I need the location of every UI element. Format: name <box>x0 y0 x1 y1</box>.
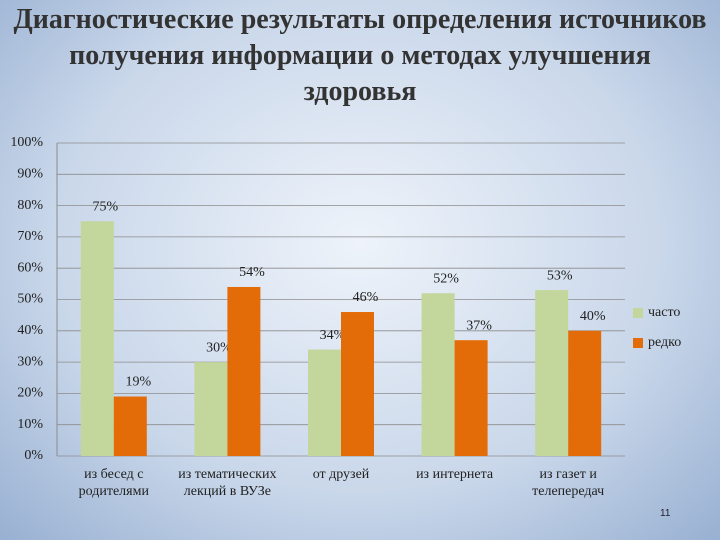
y-tick-label: 10% <box>17 417 43 432</box>
y-tick-label: 80% <box>17 198 43 213</box>
legend-swatch <box>633 338 643 348</box>
x-tick-label: из бесед с родителями <box>78 467 149 499</box>
data-label: 53% <box>547 268 573 283</box>
x-tick-label: из интернета <box>416 467 494 482</box>
y-tick-label: 100% <box>10 135 43 150</box>
data-label: 54% <box>239 265 265 280</box>
bar <box>535 290 569 456</box>
y-tick-label: 50% <box>17 292 43 307</box>
bar <box>227 286 261 456</box>
y-tick-label: 90% <box>17 167 43 182</box>
bar <box>341 312 374 456</box>
data-label: 19% <box>125 375 151 390</box>
data-label: 52% <box>433 271 459 286</box>
data-label: 30% <box>206 340 232 355</box>
y-tick-label: 30% <box>17 354 43 369</box>
bar <box>454 340 488 456</box>
x-tick-label: из газет и телепередач <box>532 467 605 499</box>
legend-label: редко <box>648 335 681 350</box>
y-tick-label: 0% <box>24 448 43 463</box>
bar <box>113 396 147 456</box>
slide-number: 11 <box>660 508 671 519</box>
bar <box>568 330 602 456</box>
x-tick-label: от друзей <box>312 467 370 482</box>
data-label: 75% <box>92 199 118 214</box>
data-label: 46% <box>353 290 379 305</box>
data-label: 34% <box>320 328 346 343</box>
data-label: 37% <box>466 318 492 333</box>
chart-title: Диагностические результаты определения и… <box>13 4 707 107</box>
bar <box>308 349 341 456</box>
data-label: 40% <box>580 309 606 324</box>
legend-swatch <box>633 308 643 318</box>
bar <box>421 293 455 456</box>
y-tick-label: 60% <box>17 260 43 275</box>
y-tick-label: 70% <box>17 229 43 244</box>
x-tick-label: из тематических лекций в ВУЗе <box>178 467 277 499</box>
legend-label: часто <box>648 305 680 320</box>
bar <box>194 362 228 456</box>
bar <box>80 221 114 456</box>
y-tick-label: 40% <box>17 323 43 338</box>
y-tick-label: 20% <box>17 386 43 401</box>
